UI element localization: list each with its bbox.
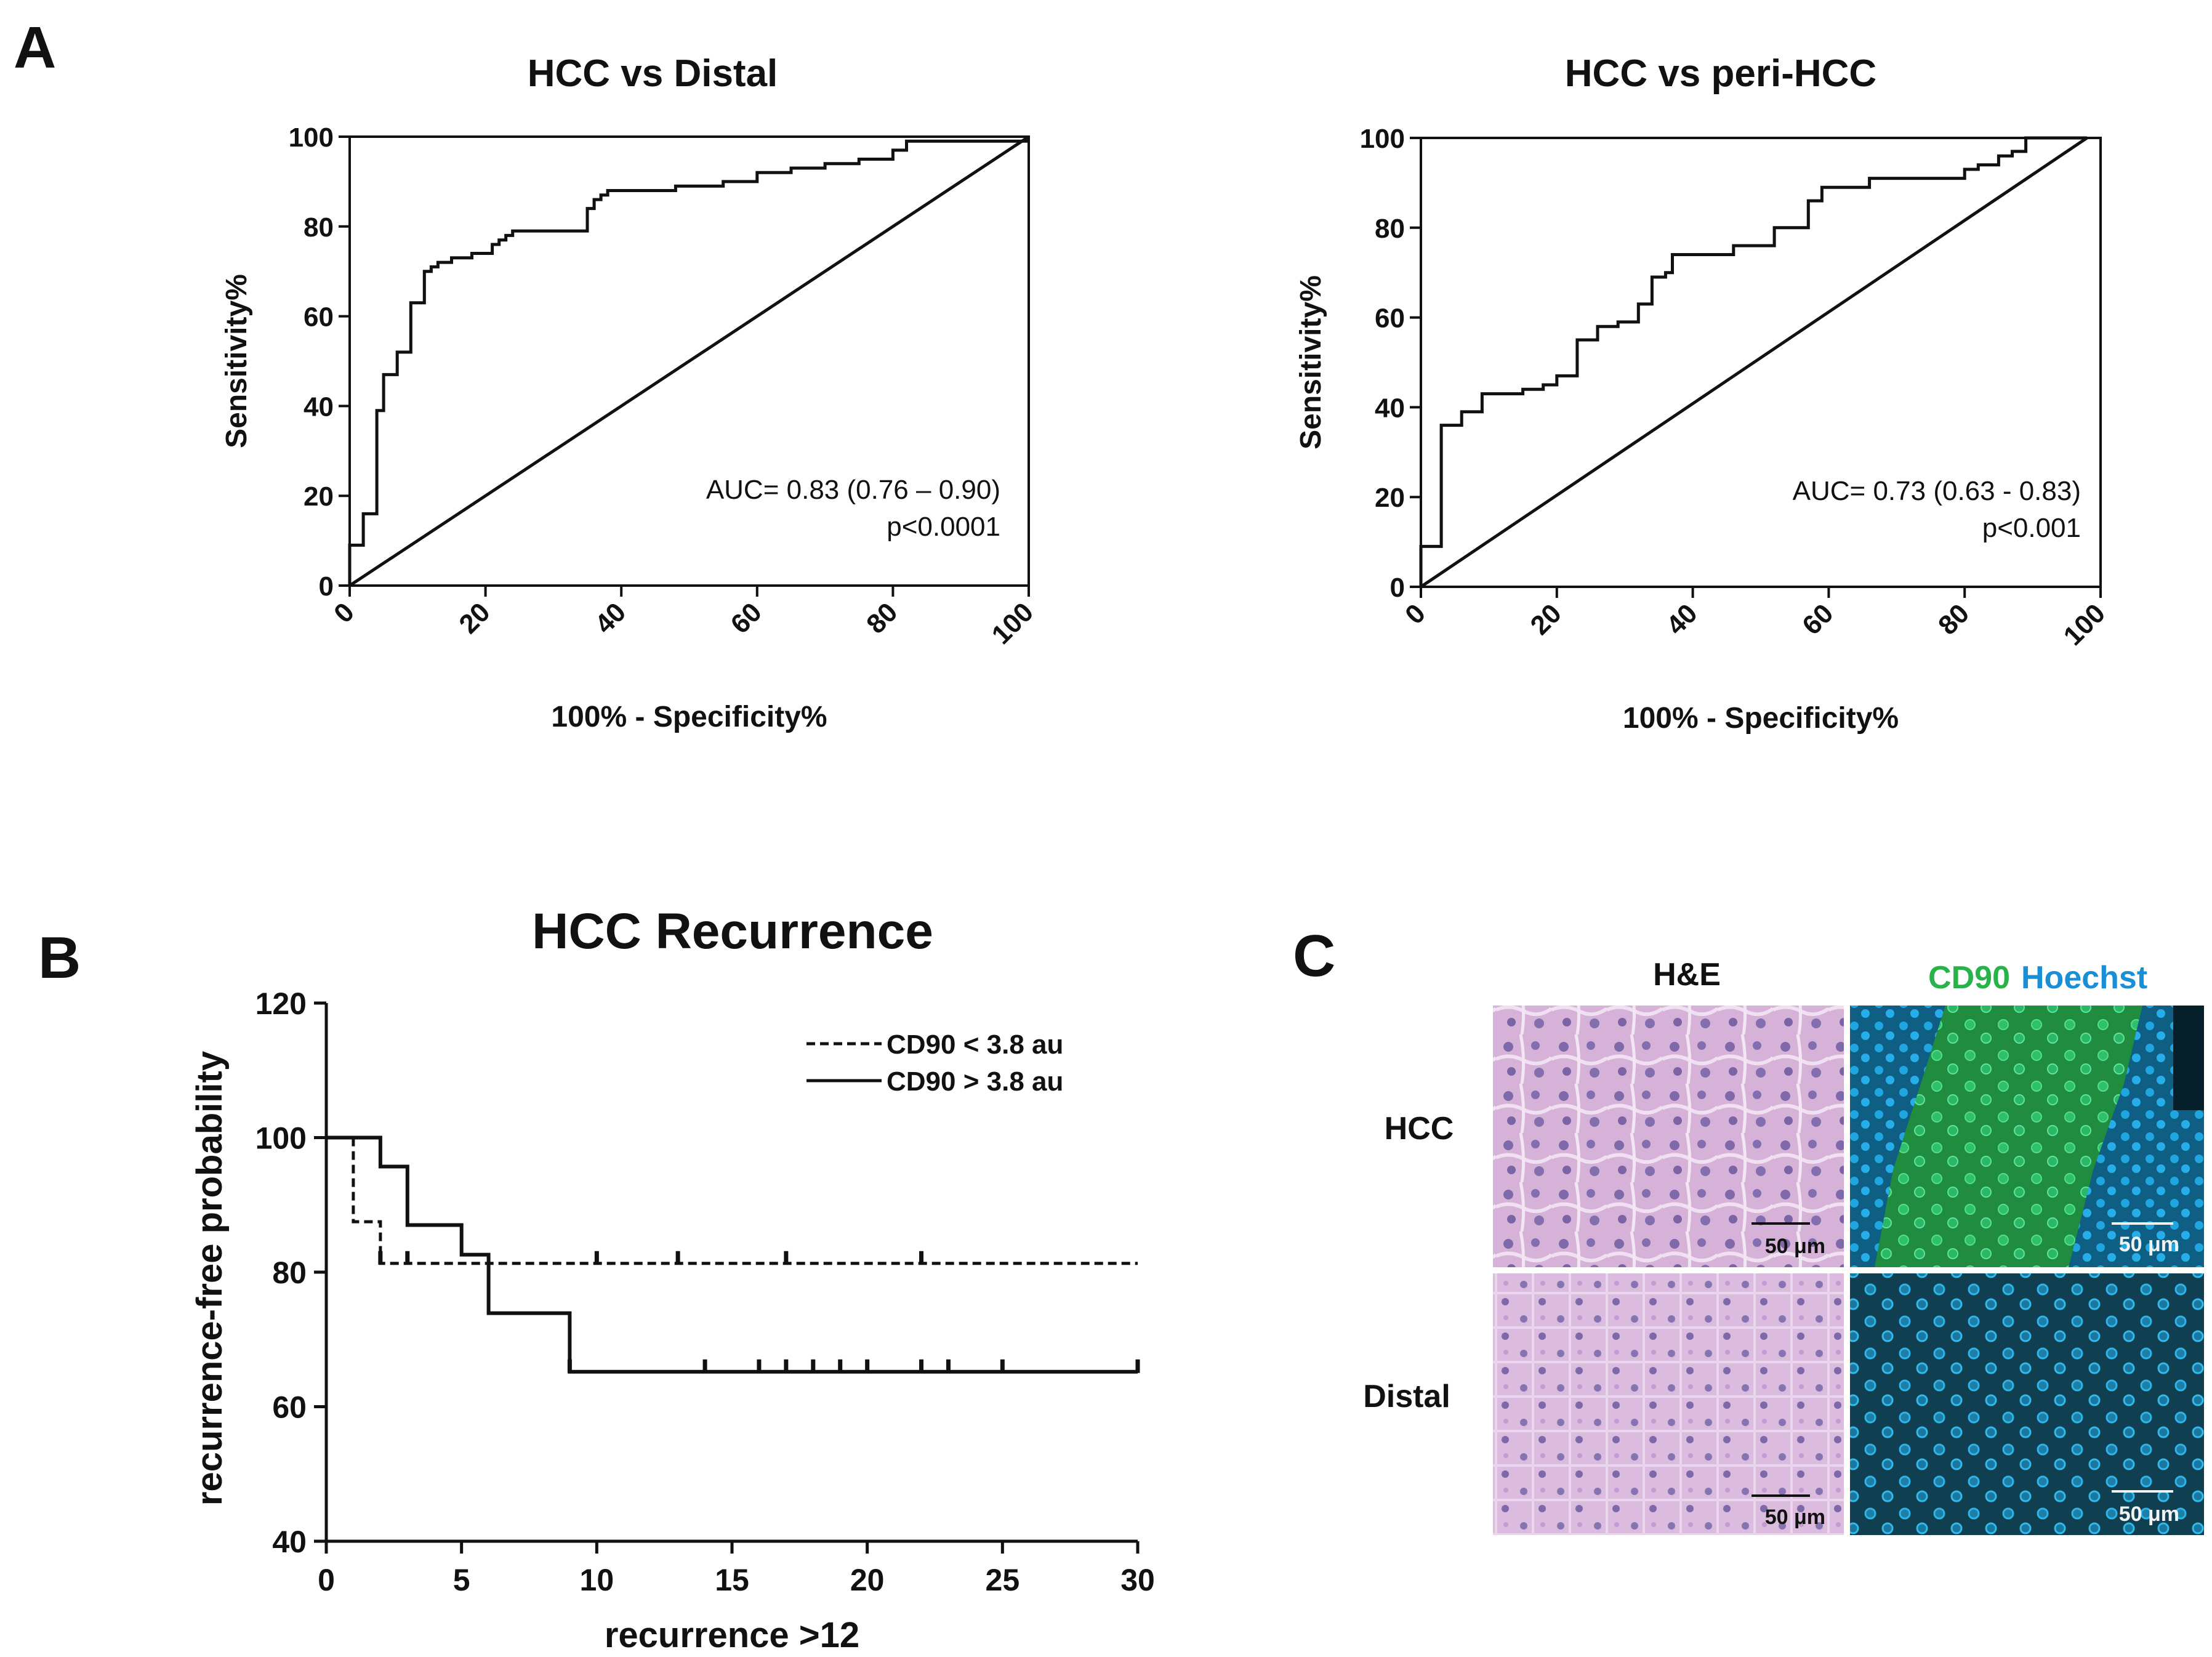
p-value-annotation: p<0.0001: [887, 512, 1000, 542]
micrograph-he-distal: [1493, 1273, 1844, 1535]
x-tick-label: 15: [715, 1563, 749, 1597]
y-tick-label: 20: [304, 482, 334, 512]
scale-bar: 50 μm: [2112, 1222, 2179, 1256]
y-tick-label: 0: [1390, 573, 1405, 603]
y-tick-label: 80: [1375, 214, 1405, 244]
panel-label-c: C: [1293, 923, 1335, 989]
x-axis-label: recurrence >12: [605, 1615, 859, 1655]
x-tick-label: 0: [328, 597, 360, 629]
y-tick-label: 60: [272, 1390, 307, 1425]
auc-annotation: AUC= 0.83 (0.76 – 0.90): [706, 475, 1000, 505]
x-tick-label: 5: [453, 1563, 470, 1597]
y-axis-label: Sensitivity%: [220, 274, 253, 448]
micrograph-fluor-distal: [1850, 1273, 2204, 1535]
y-tick-label: 40: [304, 392, 334, 422]
y-tick-label: 100: [1360, 124, 1405, 154]
row-label-distal: Distal: [1363, 1379, 1450, 1414]
panel-label-b: B: [38, 925, 81, 991]
y-tick-label: 100: [255, 1121, 307, 1156]
legend-label-low-cd90: CD90 < 3.8 au: [887, 1030, 1063, 1060]
x-tick-label: 0: [318, 1563, 335, 1597]
x-tick-label: 20: [1525, 598, 1567, 640]
y-tick-label: 80: [304, 212, 334, 243]
x-tick-label: 40: [589, 597, 632, 639]
column-label-he: H&E: [1653, 957, 1721, 993]
x-tick-label: 60: [725, 597, 768, 639]
p-value-annotation: p<0.001: [1982, 513, 2081, 543]
panel-label-a: A: [14, 15, 56, 81]
x-tick-label: 25: [986, 1563, 1020, 1597]
km-curve-low-cd90: [326, 1136, 1138, 1265]
roc-chart-hcc-vs-peri-hcc: HCC vs peri-HCC 0 20 40 60 80 100 0 20 40 60 80 100 S…: [1295, 52, 2111, 735]
scale-bar: 50 μm: [1752, 1494, 1825, 1529]
y-tick-label: 0: [319, 571, 334, 602]
x-axis-label: 100% - Specificity%: [551, 701, 827, 733]
svg-text:50 μm: 50 μm: [2119, 1233, 2179, 1256]
x-tick-label: 60: [1796, 598, 1839, 640]
x-tick-label: 30: [1120, 1563, 1155, 1597]
reference-diagonal: [348, 135, 1030, 587]
scale-bar: 50 μm: [1752, 1222, 1825, 1258]
scale-bar: 50 μm: [2112, 1490, 2179, 1526]
x-axis-label: 100% - Specificity%: [1623, 702, 1899, 735]
x-tick-label: 0: [1399, 598, 1431, 630]
chart-title: HCC vs Distal: [528, 52, 778, 95]
km-curve-high-cd90: [326, 1135, 1138, 1374]
svg-text:50 μm: 50 μm: [2119, 1502, 2179, 1526]
y-tick-label: 60: [1375, 304, 1405, 334]
y-tick-label: 100: [289, 123, 334, 153]
roc-curve: [1419, 136, 2087, 587]
micrograph-he-hcc: [1493, 1006, 1844, 1267]
x-tick-label: 80: [1932, 598, 1975, 640]
x-tick-label: 100: [986, 597, 1040, 650]
km-chart-hcc-recurrence: HCC Recurrence 40 60 80 100 120 0 5 10 15 20 25 30 re…: [190, 903, 1155, 1655]
y-tick-label: 60: [304, 302, 334, 333]
roc-chart-hcc-vs-distal: HCC vs Distal 0 20 40 60 80 100 0 20 40 60 80 100 Sen…: [220, 52, 1039, 733]
legend-label-high-cd90: CD90 > 3.8 au: [887, 1066, 1063, 1097]
x-tick-label: 20: [850, 1563, 885, 1597]
column-label-hoechst: Hoechst: [2021, 960, 2147, 996]
svg-text:50 μm: 50 μm: [1765, 1506, 1825, 1529]
micrograph-fluor-hcc: [1850, 1006, 2204, 1267]
row-label-hcc: HCC: [1385, 1111, 1454, 1147]
roc-curve: [348, 139, 1029, 586]
plot-frame: [1420, 137, 2102, 588]
x-tick-label: 40: [1660, 598, 1703, 640]
y-tick-label: 20: [1375, 483, 1405, 513]
auc-annotation: AUC= 0.73 (0.63 - 0.83): [1793, 476, 2081, 506]
svg-text:50 μm: 50 μm: [1765, 1235, 1825, 1258]
micrograph-panel: H&E CD90 Hoechst HCC Distal 50 μm 50 μm …: [1363, 957, 2204, 1535]
y-axis-label: recurrence-free probability: [190, 1051, 230, 1506]
y-axis-label: Sensitivity%: [1295, 275, 1327, 450]
chart-title: HCC Recurrence: [532, 903, 933, 959]
x-tick-label: 80: [861, 597, 903, 639]
reference-diagonal: [1420, 136, 2088, 589]
y-tick-label: 40: [272, 1525, 307, 1559]
y-tick-label: 120: [255, 986, 307, 1021]
plot-frame: [348, 135, 1030, 587]
chart-title: HCC vs peri-HCC: [1565, 52, 1876, 95]
y-tick-label: 80: [272, 1256, 307, 1290]
x-tick-label: 100: [2058, 598, 2112, 651]
x-tick-label: 10: [580, 1563, 614, 1597]
x-tick-label: 20: [453, 597, 496, 639]
column-label-cd90: CD90: [1928, 960, 2010, 996]
y-tick-label: 40: [1375, 393, 1405, 423]
